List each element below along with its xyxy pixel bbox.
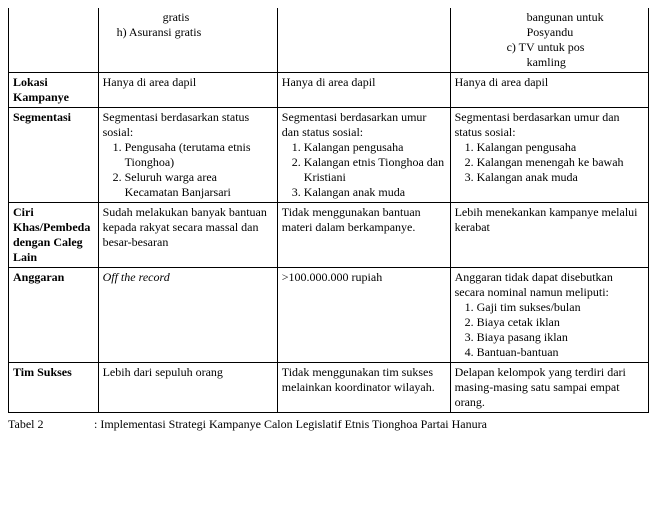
list: Gaji tim sukses/bulan Biaya cetak iklan …: [455, 300, 644, 360]
label-text: Ciri: [13, 205, 34, 219]
table-row-lokasi: Lokasi Kampanye Hanya di area dapil Hany…: [9, 73, 649, 108]
text: Off the record: [103, 270, 170, 284]
label-text: Lokasi: [13, 75, 48, 89]
cell-partial-c: bangunan untuk Posyandu c) TV untuk pos …: [450, 8, 648, 73]
cell-segmentasi-c: Segmentasi berdasarkan umur dan status s…: [450, 108, 648, 203]
cell: Lebih menekankan kampanye melalui keraba…: [450, 203, 648, 268]
list-item: Pengusaha (terutama etnis Tionghoa): [125, 140, 273, 170]
cell: Delapan kelompok yang terdiri dari masin…: [450, 363, 648, 413]
cell-partial-a: gratis h) Asuransi gratis: [98, 8, 277, 73]
cell: Hanya di area dapil: [277, 73, 450, 108]
cell: Off the record: [98, 268, 277, 363]
list-item: Kalangan pengusaha: [477, 140, 644, 155]
list-item: Biaya pasang iklan: [477, 330, 644, 345]
cell: Tidak menggunakan tim sukses melainkan k…: [277, 363, 450, 413]
cell-anggaran-c: Anggaran tidak dapat disebutkan secara n…: [450, 268, 648, 363]
text: c) TV untuk pos: [473, 40, 644, 55]
table-row-segmentasi: Segmentasi Segmentasi berdasarkan status…: [9, 108, 649, 203]
caption-text: : Implementasi Strategi Kampanye Calon L…: [94, 417, 649, 432]
label-text: Khas/Pembeda: [13, 220, 90, 234]
text: Segmentasi berdasarkan umur dan status s…: [455, 110, 620, 139]
table-row-tim: Tim Sukses Lebih dari sepuluh orang Tida…: [9, 363, 649, 413]
row-label: Segmentasi: [9, 108, 99, 203]
caption-label: Tabel 2: [8, 417, 94, 432]
cell: Tidak menggunakan bantuan materi dalam b…: [277, 203, 450, 268]
table-caption: Tabel 2 : Implementasi Strategi Kampanye…: [8, 417, 649, 432]
list: Kalangan pengusaha Kalangan menengah ke …: [455, 140, 644, 185]
list-item: Seluruh warga area Kecamatan Banjarsari: [125, 170, 273, 200]
cell: Hanya di area dapil: [450, 73, 648, 108]
cell: >100.000.000 rupiah: [277, 268, 450, 363]
cell: Hanya di area dapil: [98, 73, 277, 108]
text: Segmentasi berdasarkan umur dan status s…: [282, 110, 427, 139]
list-item: Kalangan menengah ke bawah: [477, 155, 644, 170]
list-item: Kalangan anak muda: [477, 170, 644, 185]
table-row-ciri: Ciri Khas/Pembeda dengan Caleg Lain Suda…: [9, 203, 649, 268]
list-item: Kalangan etnis Tionghoa dan Kristiani: [304, 155, 446, 185]
text: Segmentasi berdasarkan status sosial:: [103, 110, 250, 139]
text: h) Asuransi gratis: [103, 25, 273, 40]
row-label: Lokasi Kampanye: [9, 73, 99, 108]
list-item: Biaya cetak iklan: [477, 315, 644, 330]
cell: Lebih dari sepuluh orang: [98, 363, 277, 413]
list-item: Bantuan-bantuan: [477, 345, 644, 360]
text: bangunan untuk: [455, 10, 644, 25]
text: Posyandu: [455, 25, 644, 40]
text: kamling: [455, 55, 644, 70]
row-label: Tim Sukses: [9, 363, 99, 413]
list: Pengusaha (terutama etnis Tionghoa) Selu…: [103, 140, 273, 200]
row-label: Anggaran: [9, 268, 99, 363]
list-item: Gaji tim sukses/bulan: [477, 300, 644, 315]
cell-segmentasi-b: Segmentasi berdasarkan umur dan status s…: [277, 108, 450, 203]
text: Anggaran tidak dapat disebutkan secara n…: [455, 270, 613, 299]
table-row-anggaran: Anggaran Off the record >100.000.000 rup…: [9, 268, 649, 363]
comparison-table: gratis h) Asuransi gratis bangunan untuk…: [8, 8, 649, 413]
cell-segmentasi-a: Segmentasi berdasarkan status sosial: Pe…: [98, 108, 277, 203]
cell-empty: [277, 8, 450, 73]
list: Kalangan pengusaha Kalangan etnis Tiongh…: [282, 140, 446, 200]
cell: Sudah melakukan banyak bantuan kepada ra…: [98, 203, 277, 268]
text: gratis: [103, 10, 273, 25]
label-text: Lain: [13, 250, 37, 264]
cell-empty: [9, 8, 99, 73]
list-item: Kalangan anak muda: [304, 185, 446, 200]
label-text: dengan Caleg: [13, 235, 83, 249]
row-label: Ciri Khas/Pembeda dengan Caleg Lain: [9, 203, 99, 268]
list-item: Kalangan pengusaha: [304, 140, 446, 155]
label-text: Kampanye: [13, 90, 69, 104]
table-row-partial: gratis h) Asuransi gratis bangunan untuk…: [9, 8, 649, 73]
